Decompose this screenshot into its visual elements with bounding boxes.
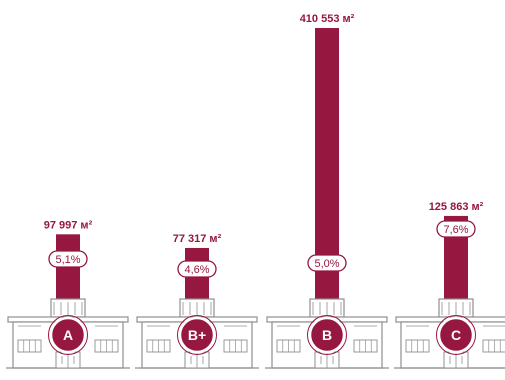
percent-label: 7,6%	[443, 224, 468, 236]
bar-B	[315, 28, 339, 299]
percent-label: 4,6%	[184, 264, 209, 276]
value-label: 77 317 м²	[173, 233, 222, 245]
percent-label: 5,1%	[55, 254, 80, 266]
value-label: 125 863 м²	[429, 201, 484, 213]
building-icon	[6, 298, 130, 369]
class-label: A	[63, 327, 73, 343]
class-badge	[437, 316, 475, 354]
class-badge	[308, 316, 346, 354]
class-badge	[49, 316, 87, 354]
percent-badge: 5,1%	[48, 250, 88, 268]
percent-badge: 7,6%	[436, 220, 476, 238]
value-label: 410 553 м²	[300, 13, 355, 25]
class-label: C	[451, 327, 461, 343]
value-label: 97 997 м²	[44, 219, 93, 231]
class-label: B	[322, 327, 332, 343]
class-badge	[178, 316, 216, 354]
percent-badge: 5,0%	[307, 254, 347, 272]
percent-label: 5,0%	[314, 258, 339, 270]
class-label: B+	[188, 327, 206, 343]
percent-badge: 4,6%	[177, 260, 217, 278]
